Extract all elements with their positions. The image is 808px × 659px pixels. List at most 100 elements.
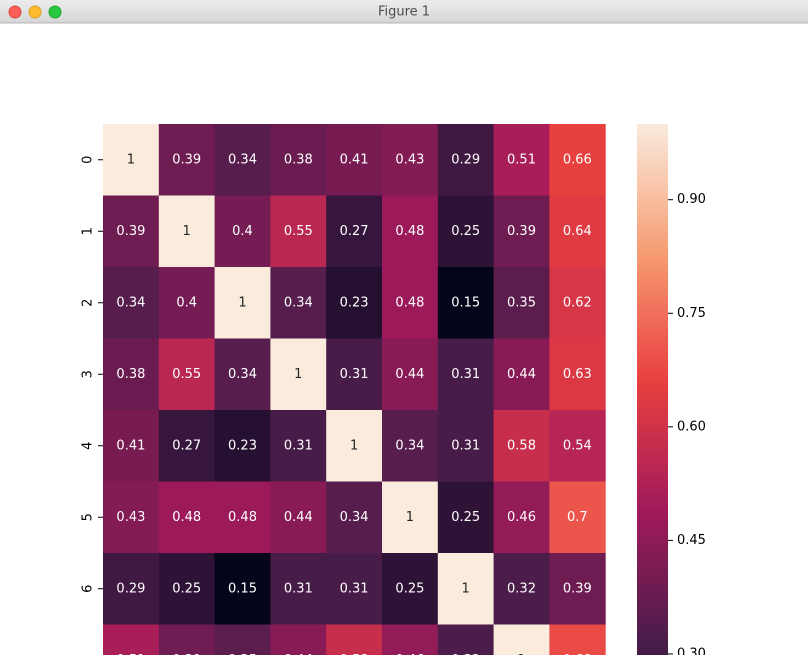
cell-label: 1 <box>127 152 135 167</box>
heatmap-cell <box>214 553 271 625</box>
cell-label: 0.48 <box>172 510 201 525</box>
cell-label: 0.38 <box>116 367 145 382</box>
cell-label: 0.48 <box>228 510 257 525</box>
heatmap-cell <box>382 553 439 625</box>
cell-label: 0.66 <box>563 152 592 167</box>
y-tick-label: 5 <box>81 513 96 521</box>
cell-label: 0.25 <box>451 510 480 525</box>
close-button[interactable] <box>8 5 22 19</box>
heatmap-cell <box>437 481 495 554</box>
cell-label: 0.23 <box>228 438 257 453</box>
cell-label: 0.29 <box>116 581 145 596</box>
heatmap-cell <box>103 267 160 339</box>
zoom-button[interactable] <box>48 5 62 19</box>
cell-label: 1 <box>350 438 358 453</box>
cell-label: 0.44 <box>284 510 313 525</box>
heatmap-cell <box>382 624 439 659</box>
colorbar-tick-label: 0.90 <box>677 192 706 207</box>
cell-label: 0.41 <box>340 152 369 167</box>
heatmap-cell <box>493 124 550 196</box>
y-tick-label: 0 <box>81 156 96 164</box>
cell-label: 0.51 <box>507 152 536 167</box>
heatmap-cell <box>437 195 495 268</box>
cell-label: 0.34 <box>340 510 369 525</box>
cell-label: 0.41 <box>116 438 145 453</box>
heatmap-cell <box>103 195 160 268</box>
heatmap-cell <box>270 553 327 625</box>
cell-label: 0.4 <box>232 224 253 239</box>
cell-label: 0.39 <box>507 224 536 239</box>
heatmap-cell <box>382 267 439 339</box>
cell-label: 0.64 <box>563 224 592 239</box>
heatmap-cell <box>270 481 327 554</box>
heatmap-cell <box>493 338 550 411</box>
heatmap-cell <box>493 481 550 554</box>
cell-label: 1 <box>462 581 470 596</box>
cell-label: 0.34 <box>228 152 257 167</box>
cell-label: 1 <box>406 510 414 525</box>
heatmap-cell <box>382 338 439 411</box>
cell-label: 0.15 <box>228 581 257 596</box>
cell-label: 0.54 <box>563 438 592 453</box>
heatmap-cell <box>382 195 439 268</box>
cell-label: 0.43 <box>395 152 424 167</box>
cell-label: 0.55 <box>172 367 201 382</box>
cell-label: 0.34 <box>395 438 424 453</box>
heatmap-cell <box>493 195 550 268</box>
heatmap-cell <box>549 553 606 625</box>
cell-label: 0.31 <box>340 367 369 382</box>
heatmap-cell <box>158 195 216 268</box>
heatmap-cell <box>214 481 271 554</box>
cell-label: 0.48 <box>395 224 424 239</box>
heatmap-cell <box>326 624 383 659</box>
heatmap-cell <box>493 553 550 625</box>
cell-label: 0.62 <box>563 295 592 310</box>
cell-label: 0.31 <box>451 367 480 382</box>
cell-label: 0.46 <box>507 510 536 525</box>
cell-label: 0.25 <box>395 581 424 596</box>
heatmap-cell <box>437 338 495 411</box>
heatmap-cell <box>437 553 495 625</box>
heatmap-cell <box>326 195 383 268</box>
cell-label: 0.23 <box>340 295 369 310</box>
heatmap-cell <box>493 267 550 339</box>
cell-label: 0.27 <box>340 224 369 239</box>
heatmap-cell <box>270 338 327 411</box>
heatmap-cell <box>437 624 495 659</box>
cell-label: 0.31 <box>451 438 480 453</box>
cell-label: 0.55 <box>284 224 313 239</box>
heatmap-cell <box>437 410 495 482</box>
cell-label: 0.63 <box>563 367 592 382</box>
heatmap-cell <box>549 195 606 268</box>
heatmap-cell <box>326 553 383 625</box>
heatmap-cell <box>158 124 216 196</box>
heatmap-cell <box>158 481 216 554</box>
heatmap-cell <box>549 624 606 659</box>
heatmap-cell <box>214 267 271 339</box>
heatmap-cell <box>549 410 606 482</box>
cell-label: 0.39 <box>116 224 145 239</box>
heatmap-cell <box>270 124 327 196</box>
heatmap-cell <box>158 624 216 659</box>
heatmap-cell <box>549 124 606 196</box>
heatmap-cell <box>158 267 216 339</box>
title-bar <box>0 0 808 23</box>
colorbar <box>637 124 668 659</box>
heatmap-cell <box>326 481 383 554</box>
cell-label: 0.25 <box>172 581 201 596</box>
heatmap-cell <box>270 624 327 659</box>
heatmap-cell <box>382 410 439 482</box>
heatmap-cell <box>103 624 160 659</box>
heatmap-cell <box>103 338 160 411</box>
heatmap-cell <box>437 124 495 196</box>
y-tick-label: 6 <box>81 585 96 593</box>
y-tick-label: 1 <box>81 227 96 235</box>
heatmap-cell <box>214 124 271 196</box>
heatmap-cell <box>270 410 327 482</box>
heatmap-cell <box>326 267 383 339</box>
cell-label: 0.31 <box>340 581 369 596</box>
cell-label: 0.35 <box>507 295 536 310</box>
cell-label: 0.34 <box>116 295 145 310</box>
minimize-button[interactable] <box>28 5 42 19</box>
